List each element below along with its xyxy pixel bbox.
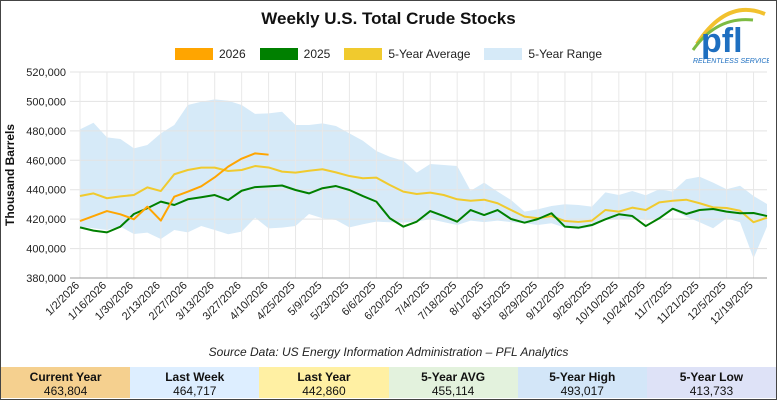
stat-last-week: Last Week 464,717 bbox=[130, 367, 260, 398]
y-tick-label: 500,000 bbox=[26, 96, 66, 108]
legend-swatch bbox=[174, 48, 213, 60]
legend-label: 2025 bbox=[303, 47, 331, 61]
stat-label: Last Year bbox=[297, 370, 351, 384]
stat-label: 5-Year Low bbox=[679, 370, 744, 384]
stat-last-year: Last Year 442,860 bbox=[259, 367, 389, 398]
chart-title: Weekly U.S. Total Crude Stocks bbox=[261, 9, 516, 28]
five-year-range-band bbox=[80, 99, 767, 259]
legend-label: 5-Year Average bbox=[388, 47, 471, 61]
legend-label: 2026 bbox=[218, 47, 246, 61]
legend-item-5yr-range[interactable]: 5-Year Range bbox=[484, 47, 602, 61]
svg-text:pfl: pfl bbox=[701, 22, 743, 60]
series-line-2026 bbox=[79, 152, 269, 222]
series-line-5-year-average bbox=[79, 165, 768, 224]
y-tick-label: 400,000 bbox=[26, 244, 66, 256]
legend-swatch bbox=[344, 48, 383, 60]
stat-5-year-high: 5-Year High 493,017 bbox=[517, 367, 647, 398]
stat-current-year: Current Year 463,804 bbox=[1, 367, 131, 398]
stat-value: 493,017 bbox=[560, 384, 604, 398]
stats-bar: Current Year 463,804 Last Week 464,717 Last … bbox=[1, 367, 777, 398]
stat-value: 455,114 bbox=[431, 384, 475, 398]
svg-text:RELENTLESS SERVICE: RELENTLESS SERVICE bbox=[693, 58, 769, 65]
stat-value: 442,860 bbox=[302, 384, 346, 398]
y-tick-label: 440,000 bbox=[26, 185, 66, 197]
legend-item-2025[interactable]: 2025 bbox=[259, 47, 331, 61]
stat-value: 463,804 bbox=[43, 384, 88, 398]
legend-item-5yr-avg[interactable]: 5-Year Average bbox=[344, 47, 470, 61]
legend-swatch bbox=[259, 48, 298, 60]
stat-label: 5-Year High bbox=[549, 370, 616, 384]
stat-value: 413,733 bbox=[689, 384, 734, 398]
y-tick-label: 460,000 bbox=[26, 155, 66, 167]
crude-stocks-chart: 380,000 400,000 420,000 440,000 460,000 480,0… bbox=[3, 67, 768, 327]
legend-swatch bbox=[484, 48, 523, 60]
stat-label: 5-Year AVG bbox=[421, 370, 486, 384]
source-note: Source Data: US Energy Information Admin… bbox=[208, 345, 569, 359]
y-tick-label: 520,000 bbox=[26, 67, 66, 79]
stat-5-year-low: 5-Year Low 413,733 bbox=[646, 367, 777, 398]
series-line-2025 bbox=[79, 184, 768, 234]
stat-label: Current Year bbox=[29, 370, 102, 384]
legend-item-2026[interactable]: 2026 bbox=[174, 47, 246, 61]
stat-value: 464,717 bbox=[173, 384, 217, 398]
stat-label: Last Week bbox=[165, 370, 225, 384]
y-tick-label: 380,000 bbox=[26, 273, 66, 285]
y-axis-title: Thousand Barrels bbox=[3, 124, 17, 226]
legend-label: 5-Year Range bbox=[528, 47, 603, 61]
y-tick-label: 420,000 bbox=[26, 214, 66, 226]
pfl-logo: pfl RELENTLESS SERVICE bbox=[691, 7, 769, 65]
stat-5-year-avg: 5-Year AVG 455,114 bbox=[388, 367, 518, 398]
chart-legend: 2026 2025 5-Year Average 5-Year Range bbox=[0, 47, 777, 61]
y-tick-label: 480,000 bbox=[26, 126, 66, 138]
